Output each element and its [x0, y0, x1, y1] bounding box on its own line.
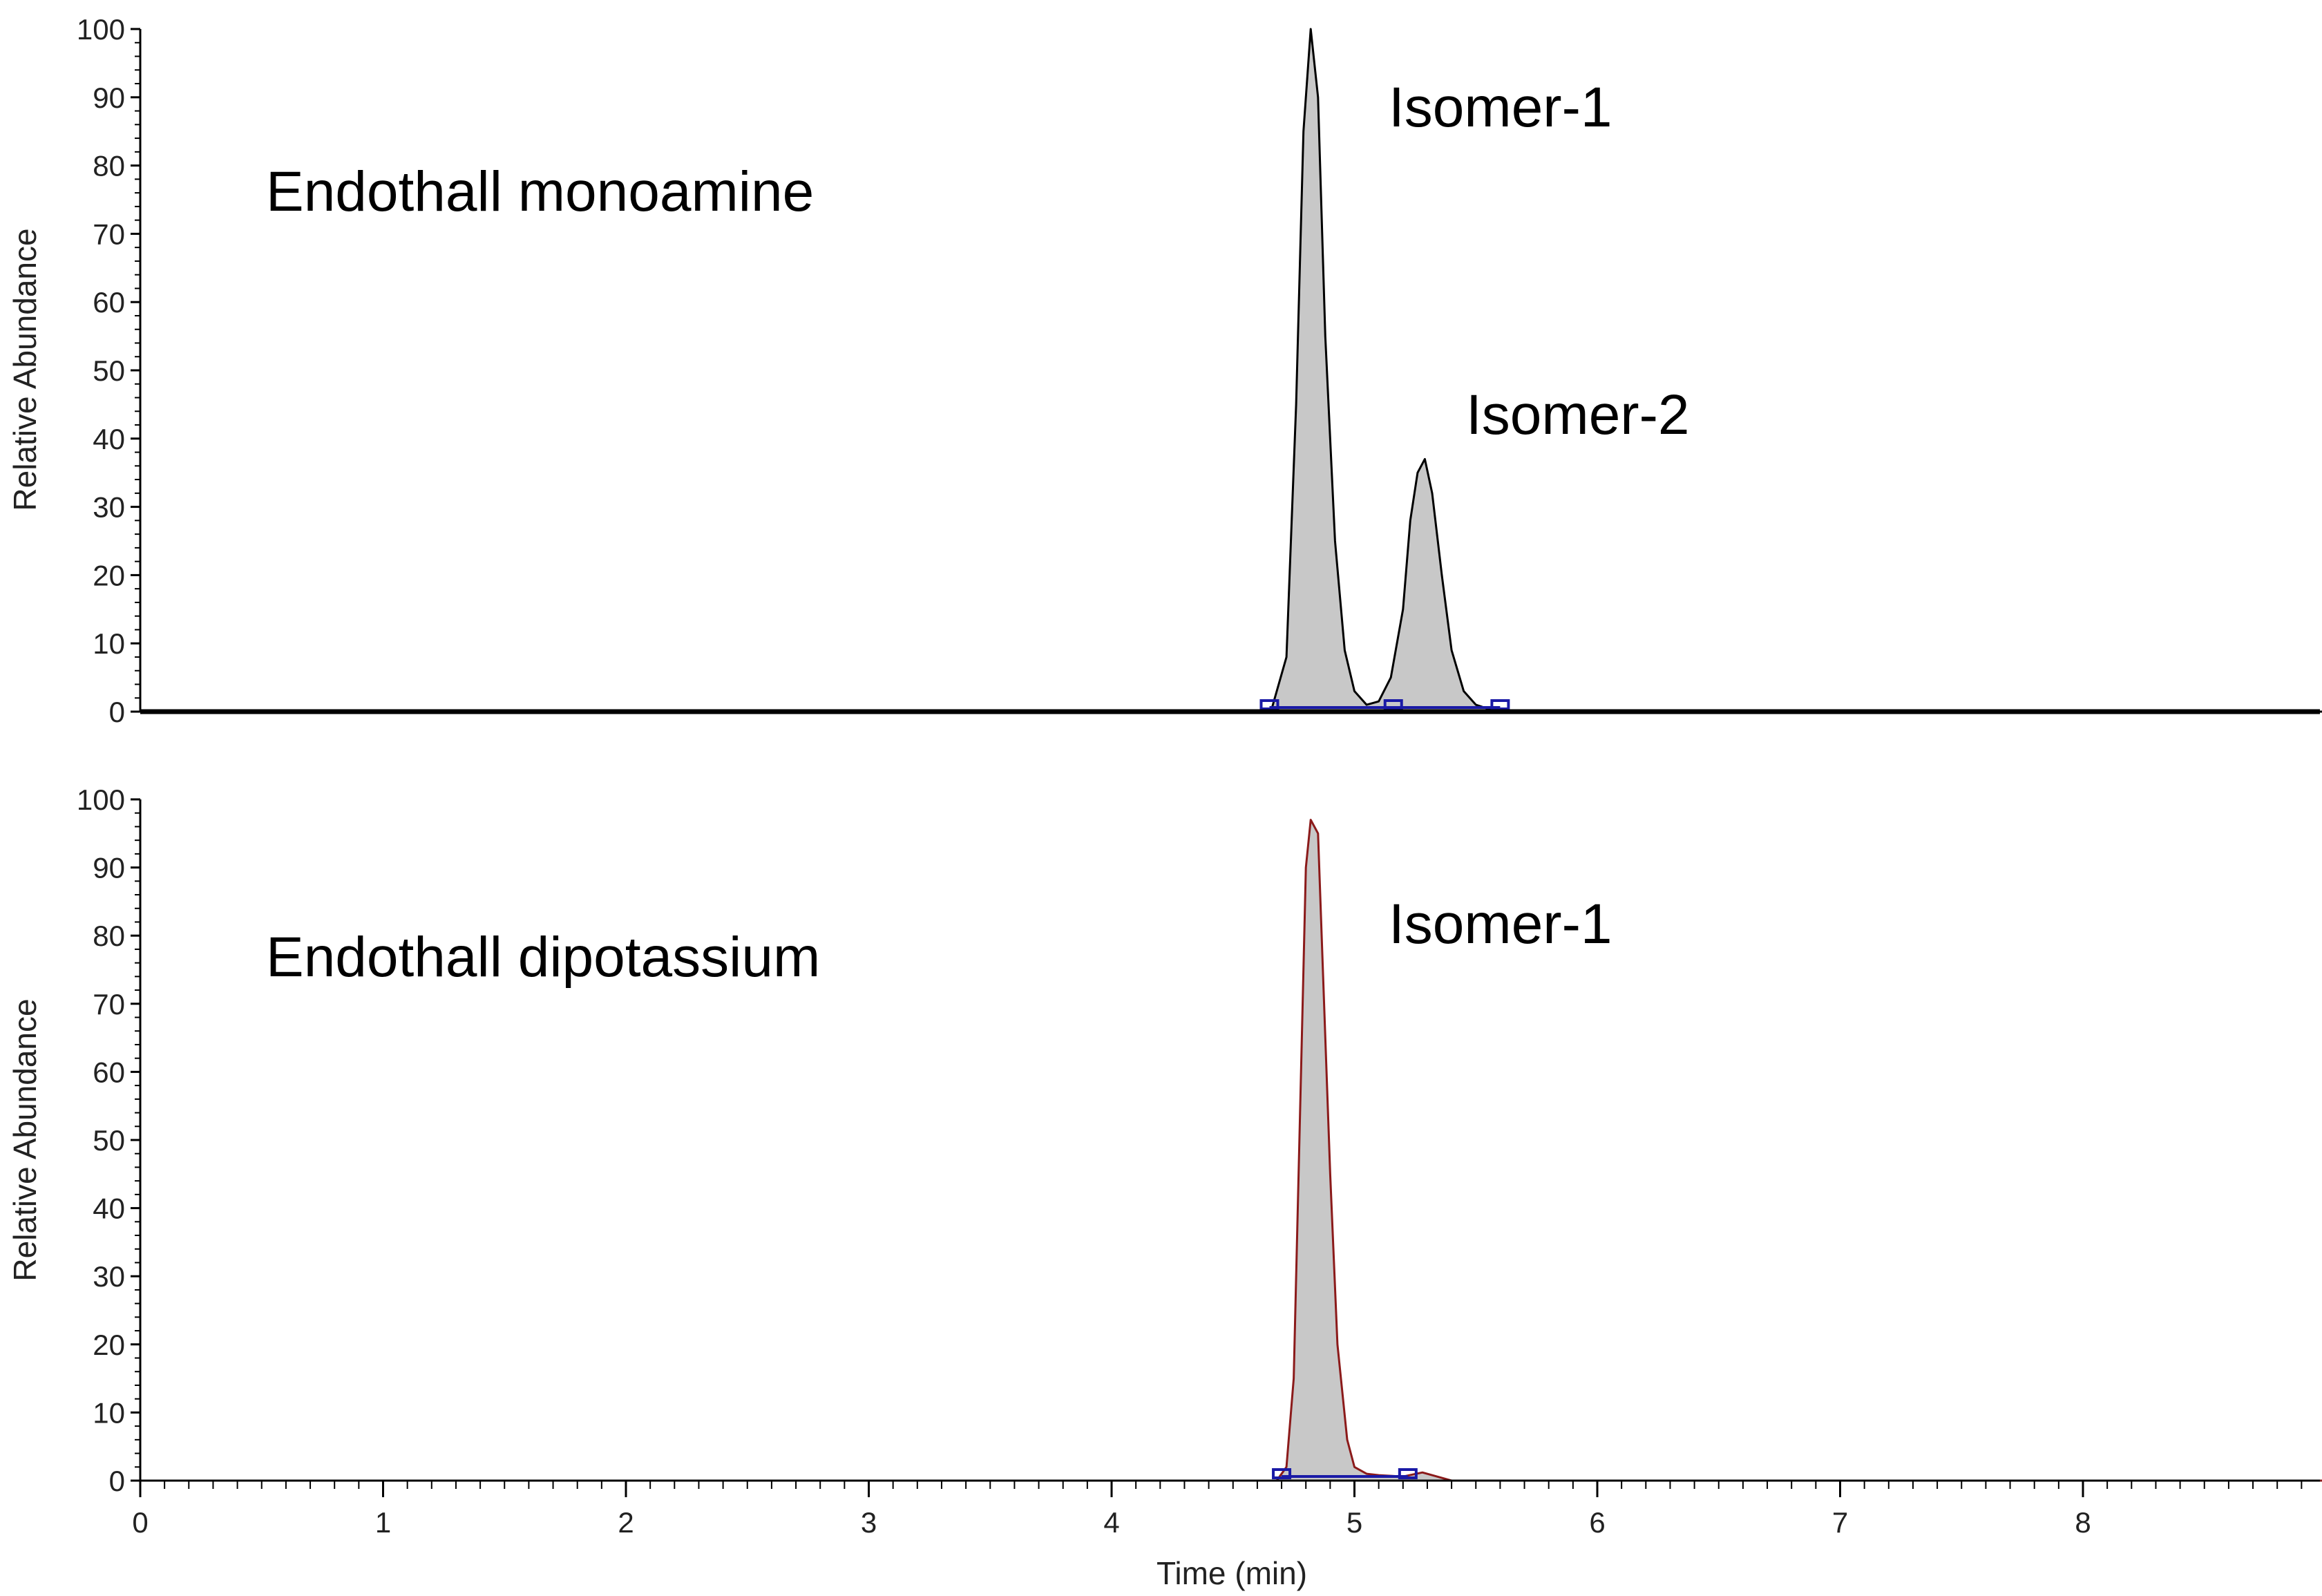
panel-label: Endothall monoamine [266, 160, 814, 223]
y-tick-label: 70 [93, 988, 125, 1020]
peak-annotation-isomer-1: Isomer-1 [1389, 893, 1612, 956]
y-axis-ticks: 0 10 20 30 40 50 60 70 80 90 100 [77, 13, 140, 728]
x-tick-label: 3 [861, 1506, 877, 1539]
chart-panel-monoamine: 0 10 20 30 40 50 60 70 80 90 100 Relative Abundanc… [7, 13, 2322, 728]
y-tick-label: 100 [77, 13, 125, 46]
y-tick-label: 30 [93, 1260, 125, 1293]
y-tick-label: 10 [93, 627, 125, 660]
x-axis-label: Time (min) [1157, 1555, 1307, 1591]
panel-label: Endothall dipotassium [266, 926, 820, 989]
trace-area [140, 28, 2322, 713]
trace-area [140, 819, 2322, 1482]
y-tick-label: 60 [93, 286, 125, 319]
y-tick-label: 0 [109, 1465, 125, 1497]
y-tick-label: 50 [93, 354, 125, 387]
integration-marker [1398, 1468, 1418, 1479]
x-tick-label: 4 [1103, 1506, 1119, 1539]
peak-annotation-isomer-1: Isomer-1 [1389, 76, 1612, 139]
integration-markers [1259, 699, 1510, 710]
peak-annotation-isomer-2: Isomer-2 [1466, 383, 1690, 446]
y-tick-label: 60 [93, 1056, 125, 1088]
x-tick-label: 0 [132, 1506, 148, 1539]
y-tick-label: 100 [77, 783, 125, 816]
trace-line [140, 28, 2322, 713]
y-axis-label: Relative Abundance [7, 998, 43, 1281]
x-tick-label: 8 [2075, 1506, 2091, 1539]
integration-marker [1383, 699, 1403, 710]
y-tick-label: 80 [93, 150, 125, 182]
y-tick-label: 90 [93, 82, 125, 114]
chart-panel-dipotassium: 0 10 20 30 40 50 60 70 80 90 100 0 1 2 3 4 5 6 7 8 Relativ… [7, 783, 2322, 1591]
y-axis-ticks: 0 10 20 30 40 50 60 70 80 90 100 [77, 783, 140, 1497]
y-tick-label: 50 [93, 1124, 125, 1157]
y-tick-label: 0 [109, 696, 125, 728]
x-tick-label: 6 [1589, 1506, 1605, 1539]
integration-marker [1272, 1468, 1292, 1479]
integration-marker [1259, 699, 1279, 710]
y-tick-label: 20 [93, 559, 125, 591]
y-tick-label: 30 [93, 491, 125, 524]
x-axis-ticks: 0 1 2 3 4 5 6 7 8 [132, 1481, 2303, 1539]
x-tick-label: 5 [1346, 1506, 1362, 1539]
integration-markers [1272, 1468, 1418, 1479]
trace-line [140, 819, 2322, 1482]
x-tick-label: 7 [1832, 1506, 1848, 1539]
y-axis-label: Relative Abundance [7, 228, 43, 511]
y-tick-label: 10 [93, 1396, 125, 1429]
x-tick-label: 1 [375, 1506, 391, 1539]
y-tick-label: 40 [93, 423, 125, 455]
integration-marker [1490, 699, 1510, 710]
y-tick-label: 90 [93, 852, 125, 884]
x-tick-label: 2 [618, 1506, 634, 1539]
y-tick-label: 70 [93, 218, 125, 250]
y-tick-label: 40 [93, 1193, 125, 1225]
y-tick-label: 20 [93, 1329, 125, 1361]
y-tick-label: 80 [93, 920, 125, 952]
